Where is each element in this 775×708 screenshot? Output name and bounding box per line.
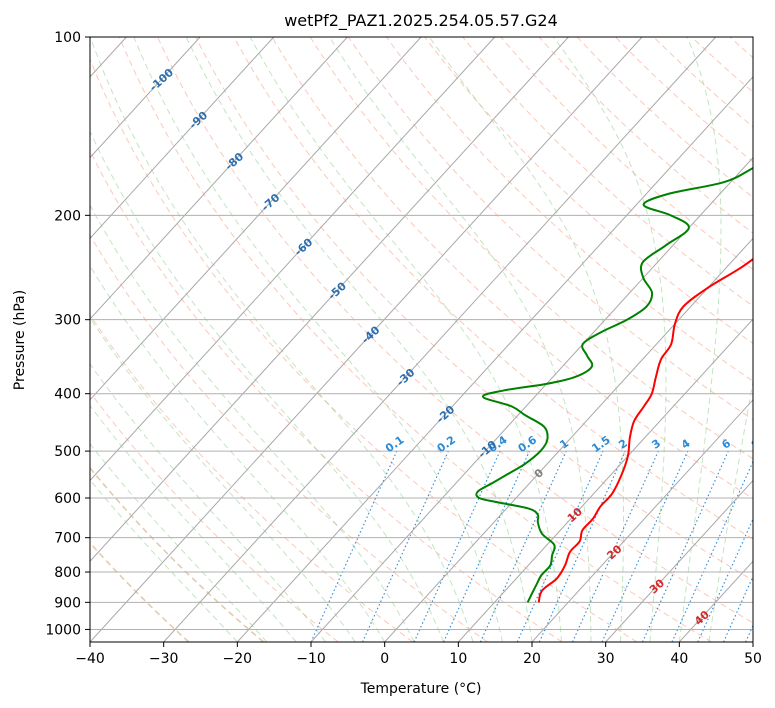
isotherm-line <box>90 37 201 159</box>
y-tick-label: 800 <box>54 565 81 581</box>
y-tick-label: 700 <box>54 531 81 547</box>
moist-adiabat <box>329 37 592 642</box>
dry-adiabat <box>118 37 712 642</box>
moist-adiabat <box>90 404 297 642</box>
isobars <box>90 37 753 630</box>
moist-adiabat <box>428 37 624 642</box>
y-axis-label: Pressure (hPa) <box>12 290 28 390</box>
x-tick-label: 30 <box>597 651 615 667</box>
isotherm-line <box>605 479 753 642</box>
dry-adiabat <box>271 37 753 500</box>
x-axis-label: Temperature (°C) <box>360 681 482 697</box>
isotherm-line <box>90 37 275 240</box>
y-tick-label: 600 <box>54 491 81 507</box>
dry-adiabat <box>90 149 563 642</box>
isotherm-line <box>236 76 753 642</box>
y-tick-label: 1000 <box>45 622 81 638</box>
profiles <box>475 166 753 603</box>
dry-adiabat <box>195 37 753 582</box>
dry-adiabat <box>309 37 753 460</box>
isotherm-line <box>90 37 643 642</box>
moist-adiabat <box>90 130 445 642</box>
x-tick-label: 40 <box>670 651 688 667</box>
x-tick-label: 0 <box>380 651 389 667</box>
isotherm-line <box>163 37 717 642</box>
x-tick-label: 10 <box>449 651 467 667</box>
dry-adiabat <box>90 466 265 642</box>
dry-adiabat <box>157 37 753 624</box>
x-axis: −40 −30 −20 −10 0 10 20 30 40 50 <box>75 642 762 667</box>
y-tick-label: 400 <box>54 387 81 403</box>
x-tick-label: 20 <box>523 651 541 667</box>
x-tick-label: −10 <box>296 651 326 667</box>
dry-adiabat <box>386 37 753 382</box>
y-tick-label: 200 <box>54 208 81 224</box>
moist-adiabat <box>90 204 415 642</box>
y-axis: 1000 900 800 700 600 500 400 300 200 100 <box>45 30 90 638</box>
x-tick-label: −30 <box>149 651 179 667</box>
dry-adiabat <box>90 541 190 642</box>
isotherm-line <box>531 399 753 642</box>
moist-adiabat <box>133 37 504 642</box>
isotherm-line <box>90 37 496 482</box>
x-tick-label: −20 <box>223 651 253 667</box>
x-tick-label: 50 <box>744 651 762 667</box>
moist-adiabat <box>90 363 327 642</box>
y-tick-label: 500 <box>54 444 81 460</box>
isotherm-line <box>90 37 422 401</box>
isotherm-line <box>90 37 348 320</box>
moist-adiabat <box>553 37 667 642</box>
moist-adiabat <box>249 37 562 642</box>
dry-adiabat <box>90 234 488 642</box>
dry-adiabat <box>347 37 753 421</box>
plot-frame <box>89 36 754 643</box>
y-tick-label: 100 <box>54 30 81 46</box>
dry-adiabat <box>90 58 638 642</box>
isotherm-line <box>384 237 753 642</box>
chart-title: wetPf2_PAZ1.2025.254.05.57.G24 <box>284 11 558 31</box>
moist-adiabat <box>708 378 753 642</box>
y-tick-label: 300 <box>54 313 81 329</box>
moist-adiabat <box>90 317 356 642</box>
temperature-profile <box>537 257 753 603</box>
moist-adiabat <box>90 37 474 642</box>
moist-adiabat <box>185 37 533 642</box>
moist-adiabats <box>90 37 753 642</box>
x-tick-label: −40 <box>75 651 105 667</box>
mixing-ratio-label: 8 <box>749 437 763 452</box>
isotherm-line <box>90 37 569 563</box>
dewpoint-profile <box>475 166 753 603</box>
moist-adiabat <box>90 264 386 642</box>
y-tick-label: 900 <box>54 595 81 611</box>
